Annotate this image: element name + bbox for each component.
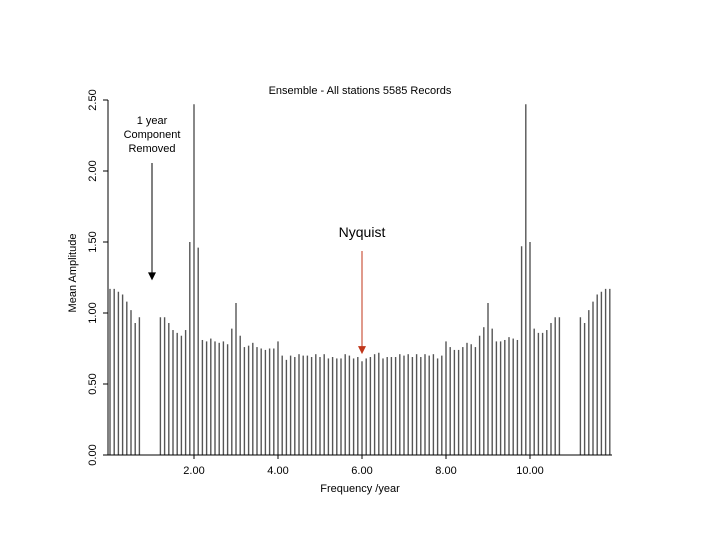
x-axis-ticks: 2.00 4.00 6.00 8.00 10.00: [183, 455, 544, 477]
y-tick-label: 0.50: [87, 373, 99, 394]
y-tick-label: 2.50: [87, 89, 99, 110]
x-axis-label: Frequency /year: [320, 483, 400, 495]
y-tick-label: 1.50: [87, 231, 99, 252]
removed-annotation-text: 1 year: [137, 115, 168, 127]
y-tick-label: 2.00: [87, 160, 99, 181]
removed-annotation-text: Component: [124, 129, 181, 141]
amplitude-bars: [109, 104, 611, 455]
y-axis-label: Mean Amplitude: [67, 234, 79, 313]
removed-arrow-head: [148, 272, 156, 281]
chart-title: Ensemble - All stations 5585 Records: [269, 85, 452, 97]
x-tick-label: 8.00: [435, 465, 456, 477]
x-tick-label: 2.00: [183, 465, 204, 477]
y-tick-label: 1.00: [87, 302, 99, 323]
x-tick-label: 10.00: [516, 465, 544, 477]
y-axis-ticks: 0.00 0.50 1.00 1.50 2.00 2.50: [87, 89, 108, 466]
x-tick-label: 6.00: [351, 465, 372, 477]
nyquist-arrow-head: [358, 346, 366, 355]
y-tick-label: 0.00: [87, 444, 99, 465]
removed-annotation-text: Removed: [128, 143, 175, 155]
x-tick-label: 4.00: [267, 465, 288, 477]
nyquist-annotation-text: Nyquist: [339, 224, 386, 240]
chart-annotations: 1 year Component Removed Nyquist: [124, 115, 386, 355]
